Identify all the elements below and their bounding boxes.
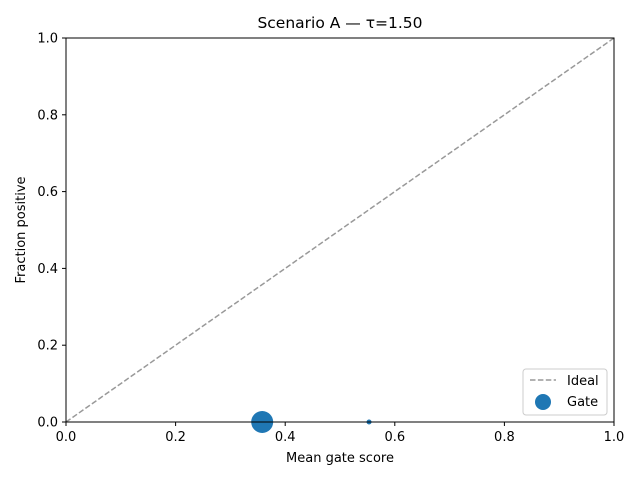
y-tick-label: 0.2 [37, 339, 58, 354]
ideal-line [65, 37, 615, 423]
y-tick-label: 0.4 [37, 262, 58, 277]
y-tick-label: 0.6 [37, 185, 58, 200]
x-tick-label: 0.8 [494, 430, 515, 445]
y-tick-label: 0.8 [37, 108, 58, 123]
y-axis-label: Fraction positive [14, 176, 29, 283]
axes-frame [65, 37, 615, 423]
plot-area: 0.0 0.2 0.4 0.6 0.8 1.0 0.0 0.2 0.4 0.6 0.8 1.0 [37, 32, 624, 446]
x-tick-label: 0.4 [275, 430, 296, 445]
legend-gate-marker [535, 394, 551, 410]
chart-title: Scenario A — τ=1.50 [257, 14, 422, 32]
legend-gate-label: Gate [567, 395, 598, 410]
x-axis-label: Mean gate score [286, 451, 394, 466]
x-tick-label: 1.0 [604, 430, 625, 445]
legend-ideal-label: Ideal [567, 374, 599, 389]
x-tick-label: 0.2 [165, 430, 186, 445]
y-tick-label: 0.0 [37, 416, 58, 431]
x-tick-label: 0.0 [56, 430, 77, 445]
legend: Ideal Gate [522, 368, 608, 416]
x-tick-label: 0.6 [384, 430, 405, 445]
y-tick-label: 1.0 [37, 32, 58, 47]
